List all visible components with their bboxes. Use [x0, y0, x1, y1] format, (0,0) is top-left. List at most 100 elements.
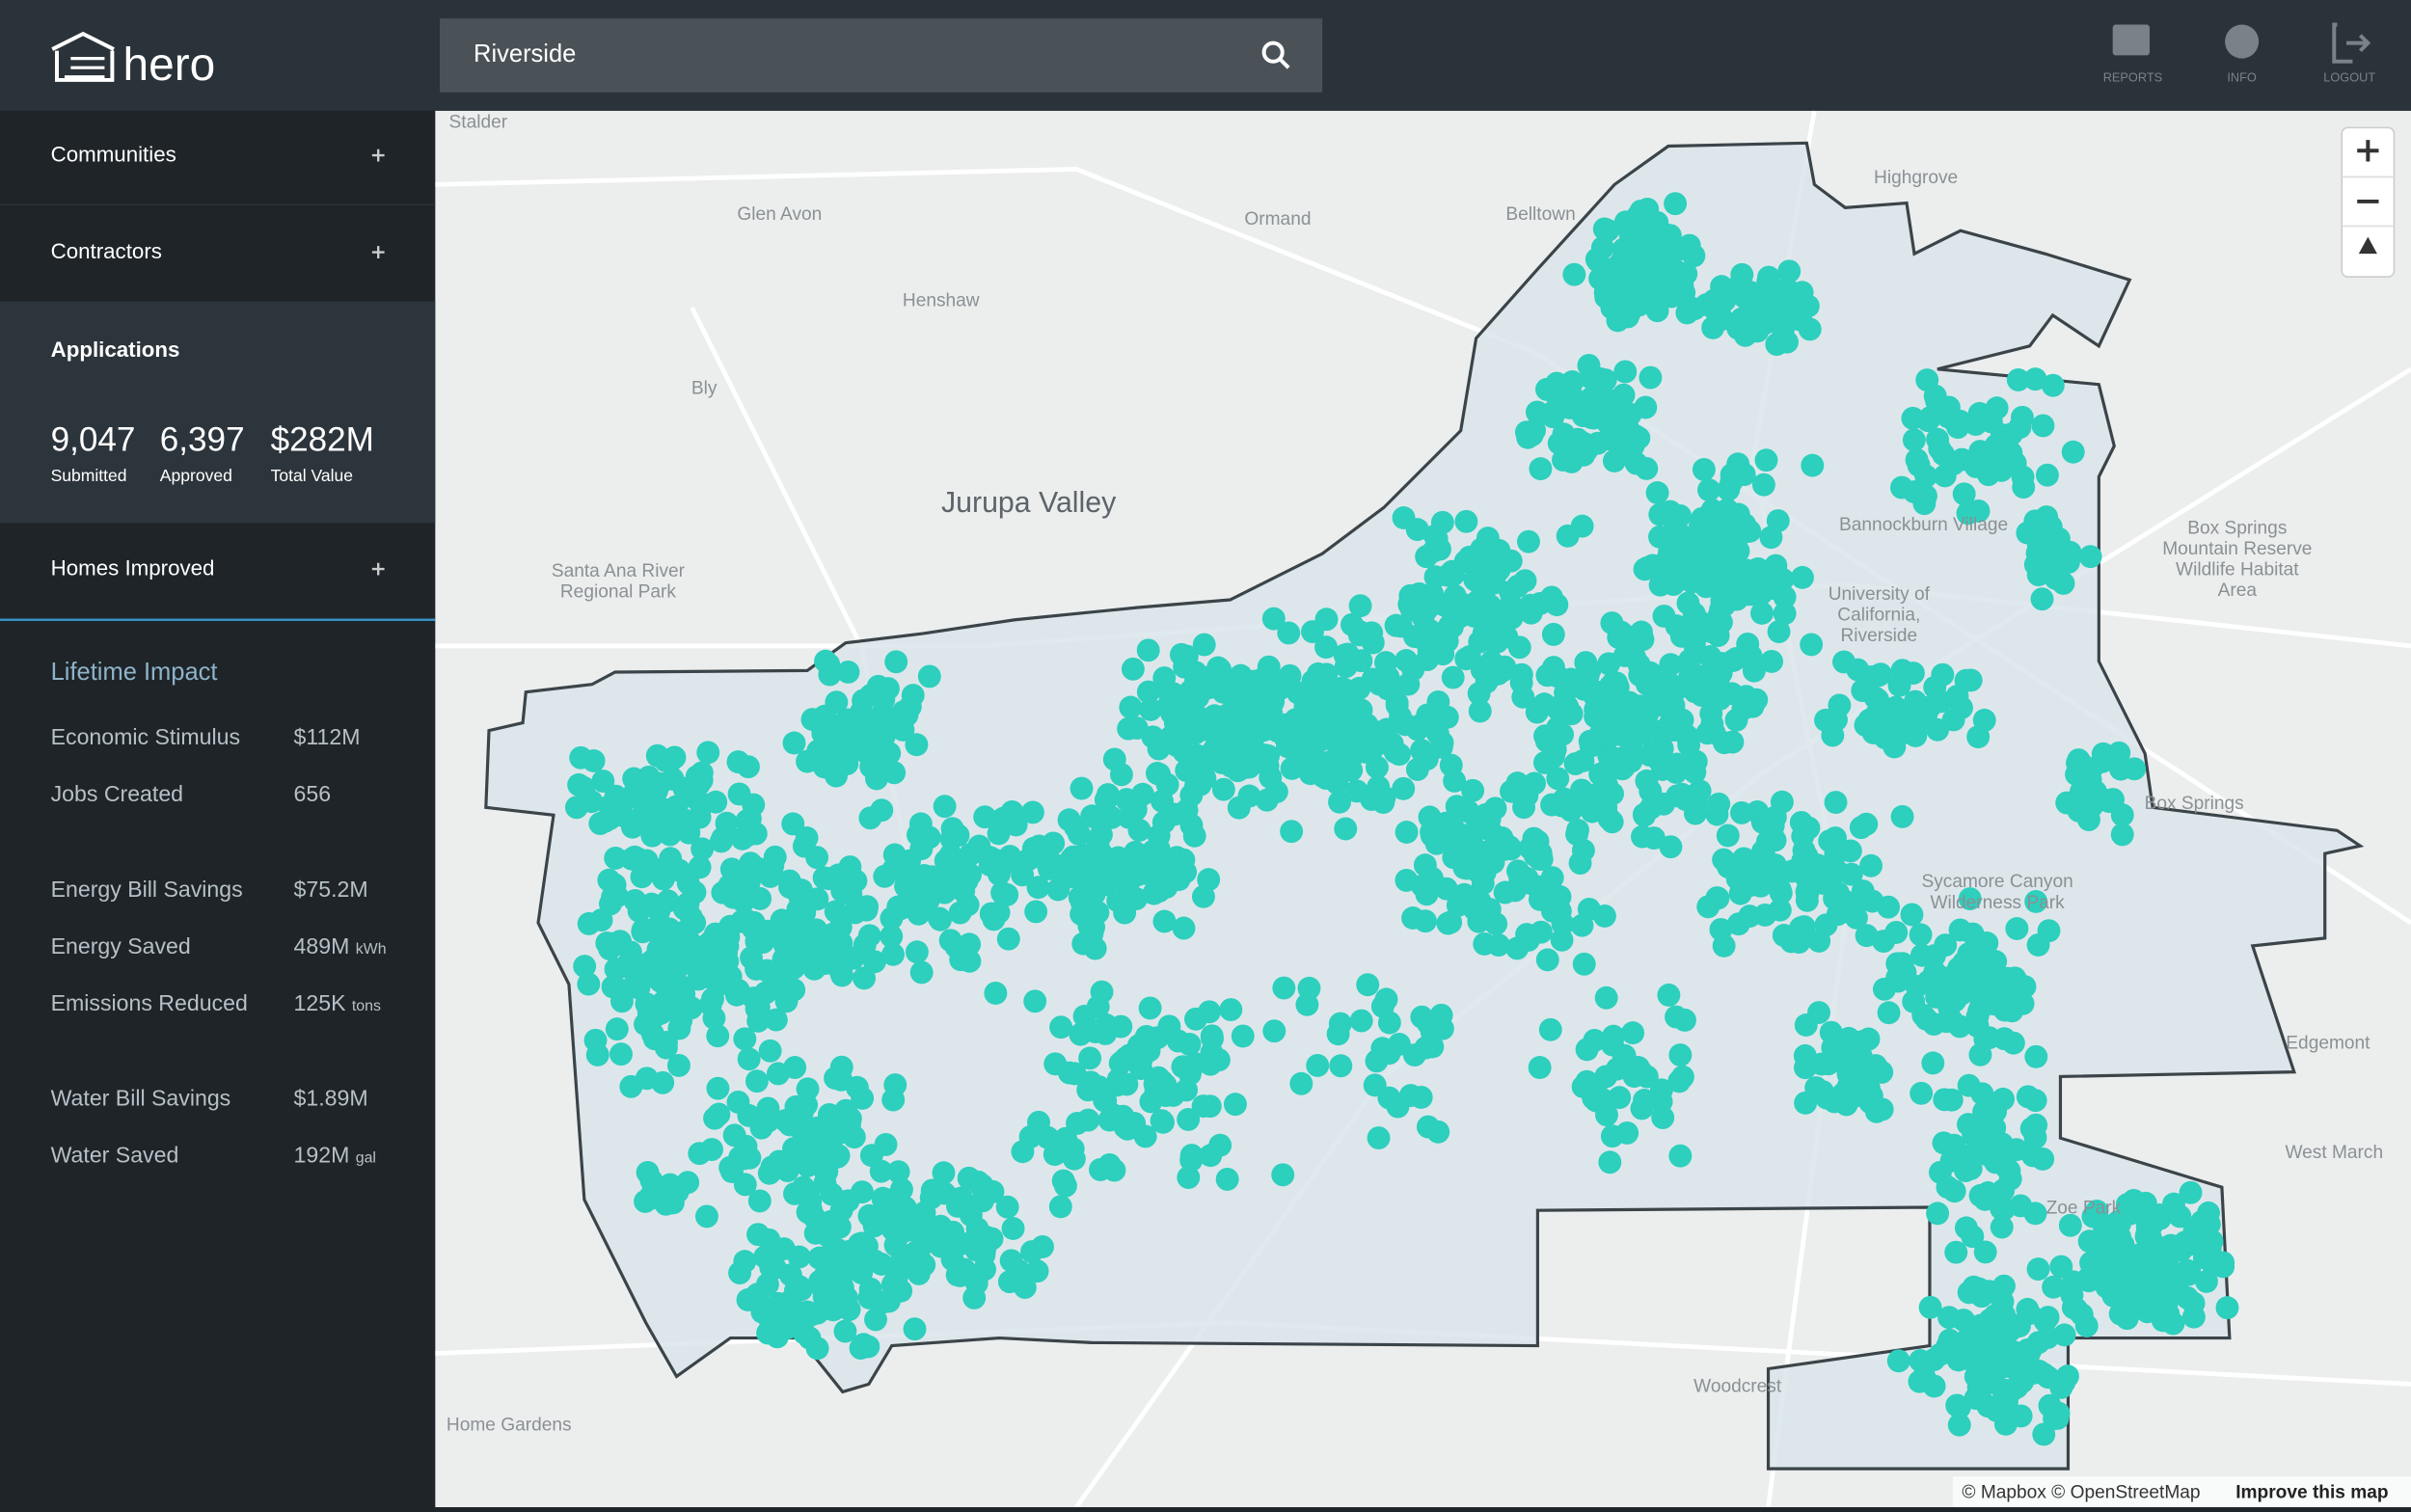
application-dot [2115, 1193, 2139, 1217]
application-dot [597, 868, 621, 892]
application-dot [1020, 800, 1044, 824]
impact-label: Energy Saved [51, 933, 191, 958]
application-dot [1280, 820, 1304, 844]
info-icon[interactable] [2225, 24, 2260, 59]
application-dot [756, 1101, 780, 1125]
logout-icon[interactable] [2332, 22, 2371, 64]
search-icon[interactable] [1261, 40, 1290, 69]
stat-value: 6,397 [160, 420, 245, 458]
application-dot [1831, 1082, 1856, 1106]
application-dot [1597, 807, 1621, 830]
application-dot [1954, 1216, 1978, 1240]
application-dot [1821, 832, 1845, 856]
expand-icon[interactable] [371, 246, 385, 258]
application-dot [919, 1186, 943, 1210]
application-dot [2023, 1202, 2047, 1226]
application-dot [767, 1149, 791, 1174]
application-dot [1345, 779, 1369, 803]
application-dot [1902, 428, 1926, 452]
application-dot [1664, 192, 1688, 216]
logout-label[interactable]: LOGOUT [2323, 70, 2375, 85]
reports-label[interactable]: REPORTS [2103, 70, 2162, 85]
expand-icon[interactable] [371, 562, 385, 576]
application-dot [1476, 526, 1500, 551]
impact-label: Emissions Reduced [51, 990, 248, 1015]
application-dot [1456, 799, 1480, 824]
application-dot [1705, 802, 1729, 826]
application-dot [1051, 1169, 1075, 1193]
application-dot [874, 1132, 898, 1156]
application-dot [1730, 800, 1753, 824]
application-dot [1153, 1073, 1178, 1097]
application-dot [673, 939, 697, 963]
application-dot [2069, 751, 2093, 775]
application-dot [919, 1217, 943, 1241]
section-title[interactable]: Contractors [51, 239, 162, 263]
application-dot [2005, 917, 2029, 940]
application-dot [1791, 850, 1815, 873]
application-dot [1588, 267, 1612, 290]
application-dot [938, 929, 962, 953]
section-title[interactable]: Applications [51, 338, 180, 362]
application-dot [1300, 739, 1324, 763]
application-dot [654, 748, 678, 772]
application-dot [1659, 835, 1683, 859]
application-dot [1712, 933, 1736, 958]
application-dot [627, 899, 651, 923]
application-dot [858, 1277, 882, 1301]
application-dot [796, 1077, 820, 1101]
zoom-in[interactable] [2357, 140, 2379, 162]
application-dot [1516, 928, 1540, 952]
application-dot [1525, 400, 1549, 424]
expand-icon[interactable] [371, 148, 385, 162]
application-dot [748, 886, 772, 910]
application-dot [1138, 996, 1162, 1020]
map-label: Area [2218, 580, 2258, 601]
application-dot [1076, 1108, 1100, 1132]
application-dot [1356, 973, 1380, 997]
application-dot [1001, 1217, 1025, 1240]
application-dot [604, 784, 628, 808]
application-dot [1944, 1240, 1968, 1264]
application-dot [1170, 642, 1193, 666]
application-dot [1186, 686, 1210, 709]
application-dot [1641, 826, 1666, 850]
application-dot [1013, 1276, 1037, 1300]
section-title[interactable]: Homes Improved [51, 555, 215, 580]
application-dot [1273, 713, 1297, 737]
reports-icon[interactable] [2112, 24, 2150, 56]
application-dot [1201, 1027, 1224, 1050]
improve-map-link[interactable]: Improve this map [2235, 1482, 2388, 1502]
application-dot [1889, 475, 1913, 500]
application-dot [1630, 1096, 1654, 1120]
application-dot [1191, 1094, 1215, 1119]
application-dot [1948, 1014, 1972, 1039]
application-dot [1791, 824, 1815, 849]
application-dot [870, 1253, 894, 1276]
impact-value: $112M [294, 724, 361, 749]
logo-icon [51, 31, 115, 82]
search-text[interactable]: Riverside [474, 40, 576, 68]
application-dot [905, 733, 929, 757]
application-dot [1099, 805, 1124, 829]
info-label[interactable]: INFO [2227, 70, 2257, 85]
application-dot [2051, 571, 2075, 595]
application-dot [1795, 888, 1819, 912]
search-box[interactable] [439, 18, 1323, 93]
application-dot [1106, 846, 1130, 870]
application-dot [1801, 453, 1825, 477]
compass[interactable] [2358, 236, 2377, 255]
application-dot [1477, 807, 1502, 831]
application-dot [1685, 792, 1709, 815]
application-dot [1405, 717, 1429, 742]
application-dot [1193, 751, 1217, 775]
application-dot [841, 946, 865, 970]
section-title[interactable]: Communities [51, 142, 176, 166]
application-dot [881, 1088, 906, 1112]
logo[interactable]: hero [123, 40, 216, 91]
application-dot [1415, 747, 1439, 771]
application-dot [1418, 618, 1442, 642]
application-dot [1964, 1387, 1988, 1411]
application-dot [979, 902, 1003, 926]
